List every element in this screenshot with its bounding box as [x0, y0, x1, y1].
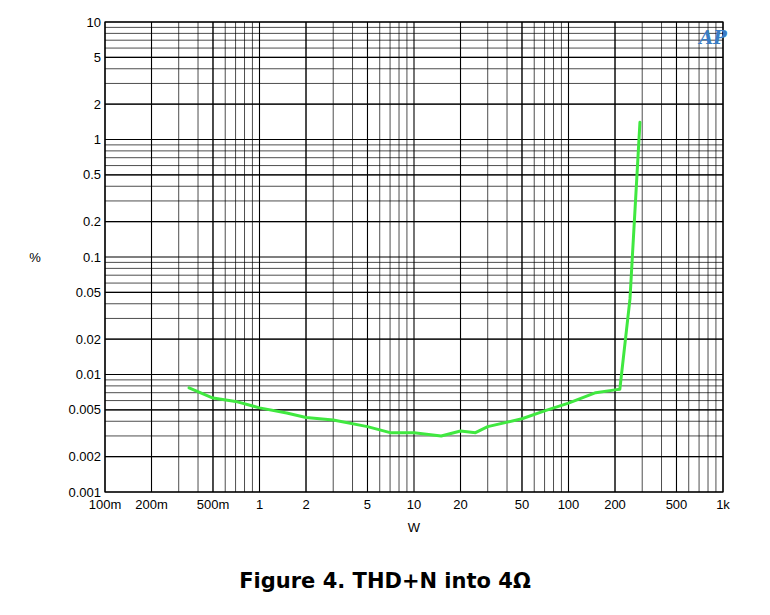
y-tick-label: 0.005 — [68, 402, 101, 417]
y-grid-line — [105, 139, 723, 140]
y-axis-label: % — [29, 250, 41, 265]
y-grid-line — [105, 339, 723, 340]
y-grid-line — [105, 256, 723, 257]
data-group — [189, 122, 640, 436]
y-grid-line — [105, 221, 723, 222]
x-tick-label: 500 — [666, 497, 688, 512]
y-tick-label: 0.1 — [83, 250, 101, 265]
minor-grid-line — [105, 409, 723, 410]
x-tick-label: 500m — [197, 497, 230, 512]
y-tick-label: 0.001 — [68, 485, 101, 500]
y-tick-label: 0.01 — [76, 367, 101, 382]
y-tick-label: 0.05 — [76, 285, 101, 300]
x-tick-label: 100 — [558, 497, 580, 512]
y-tick-label: 0.2 — [83, 214, 101, 229]
y-tick-label: 5 — [94, 50, 101, 65]
y-tick-label: 2 — [94, 97, 101, 112]
x-tick-label: 5 — [364, 497, 371, 512]
x-tick-label: 10 — [407, 497, 421, 512]
x-tick-label: 1 — [256, 497, 263, 512]
plot-frame — [105, 22, 723, 492]
chart-svg: 100m200m500m1251020501002005001k0.0010.0… — [0, 0, 770, 615]
x-tick-label: 200 — [604, 497, 626, 512]
x-tick-label: 2 — [302, 497, 309, 512]
minor-grid-line — [105, 104, 723, 105]
y-tick-label: 0.002 — [68, 449, 101, 464]
y-tick-label: 1 — [94, 132, 101, 147]
minor-grid-line — [105, 456, 723, 457]
chart-title: Figure 4. THD+N into 4Ω — [239, 569, 531, 593]
minor-grid-line — [105, 339, 723, 340]
minor-grid-line — [105, 174, 723, 175]
y-grid-line — [105, 57, 723, 58]
logo-annotation: AP — [697, 27, 727, 48]
chart-container: 100m200m500m1251020501002005001k0.0010.0… — [0, 0, 770, 615]
x-tick-label: 50 — [515, 497, 529, 512]
y-tick-label: 0.02 — [76, 332, 101, 347]
y-grid-line — [105, 456, 723, 457]
y-grid-line — [105, 104, 723, 105]
minor-grid-line — [105, 221, 723, 222]
thd-line — [189, 122, 640, 436]
y-grid-line — [105, 174, 723, 175]
grid — [105, 22, 723, 492]
x-tick-label: 20 — [453, 497, 467, 512]
x-axis-label: W — [408, 520, 421, 535]
y-tick-label: 0.5 — [83, 167, 101, 182]
y-grid-line — [105, 409, 723, 410]
y-grid-line — [105, 374, 723, 375]
minor-grid-line — [105, 57, 723, 58]
x-tick-label: 200m — [135, 497, 168, 512]
background — [0, 0, 770, 615]
x-tick-label: 1k — [716, 497, 730, 512]
y-tick-label: 10 — [87, 15, 101, 30]
